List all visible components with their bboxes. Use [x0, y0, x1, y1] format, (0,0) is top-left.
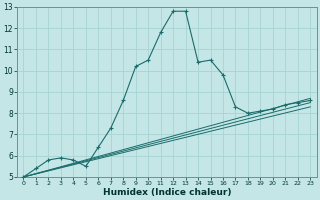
- X-axis label: Humidex (Indice chaleur): Humidex (Indice chaleur): [103, 188, 231, 197]
